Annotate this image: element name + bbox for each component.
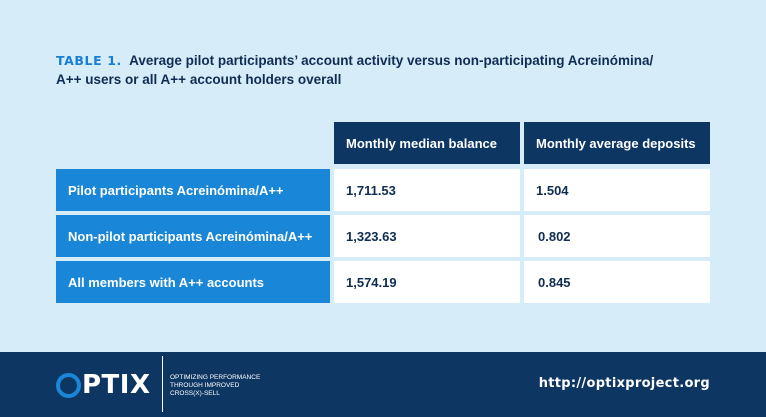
column-header-median-balance: Monthly median balance — [334, 122, 520, 164]
tagline-line-2: THROUGH IMPROVED — [170, 382, 240, 389]
row-label-non-pilot: Non-pilot participants Acreinómina/A++ — [56, 215, 330, 257]
cell-all-members-median-balance: 1,574.19 — [334, 261, 520, 303]
column-header-average-deposits: Monthly average deposits — [524, 122, 710, 164]
row-label-pilot: Pilot participants Acreinómina/A++ — [56, 169, 330, 211]
cell-pilot-average-deposits: 1.504 — [524, 169, 710, 211]
cell-all-members-average-deposits: 0.845 — [524, 261, 710, 303]
tagline-line-1: OPTIMIZING PERFORMANCE — [170, 374, 261, 381]
cell-non-pilot-average-deposits: 0.802 — [524, 215, 710, 257]
table-title: Average pilot participants’ account acti… — [56, 53, 654, 87]
footer-bar: PTIX OPTIMIZING PERFORMANCE THROUGH IMPR… — [0, 352, 766, 417]
cell-non-pilot-median-balance: 1,323.63 — [334, 215, 520, 257]
website-link[interactable]: http://optixproject.org — [538, 376, 710, 391]
logo-o-ring-icon — [56, 372, 81, 398]
table-caption: TABLE 1. Average pilot participants’ acc… — [56, 51, 676, 89]
logo-tagline: OPTIMIZING PERFORMANCE THROUGH IMPROVED … — [170, 374, 280, 398]
tagline-line-3: CROSS(X)-SELL — [170, 390, 220, 397]
row-label-all-members: All members with A++ accounts — [56, 261, 330, 303]
logo-divider — [162, 356, 163, 412]
optix-logo: PTIX — [56, 370, 151, 400]
logo-wordmark: PTIX — [82, 370, 151, 400]
cell-pilot-median-balance: 1,711.53 — [334, 169, 520, 211]
table-number: TABLE 1. — [56, 53, 122, 68]
